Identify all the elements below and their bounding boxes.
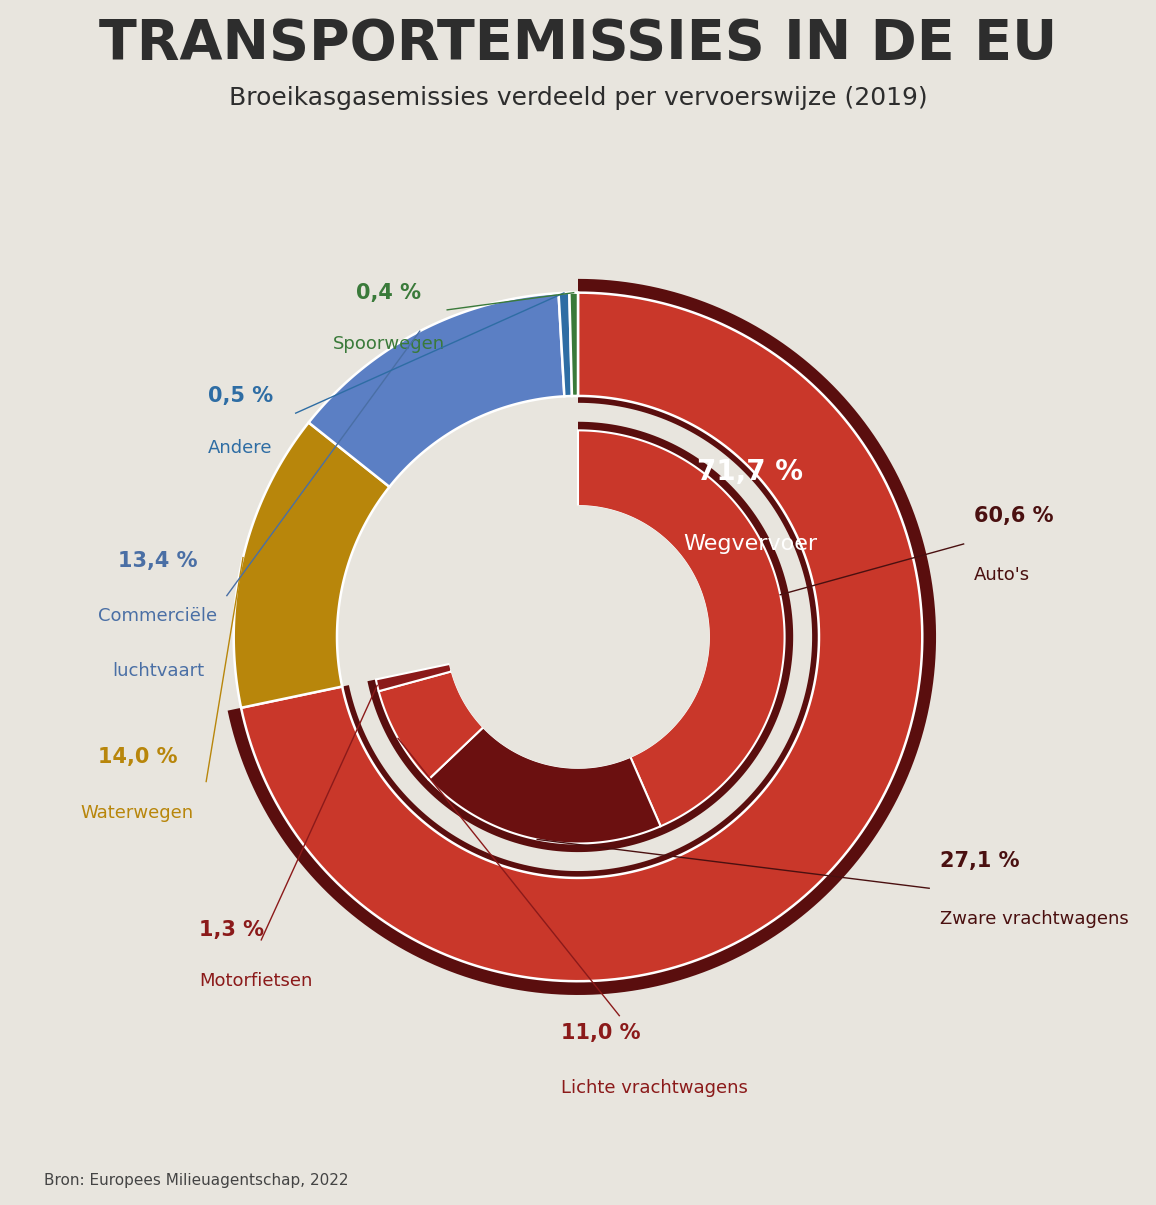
Text: Spoorwegen: Spoorwegen xyxy=(333,335,445,353)
Text: 27,1 %: 27,1 % xyxy=(940,851,1018,871)
Text: Bron: Europees Milieuagentschap, 2022: Bron: Europees Milieuagentschap, 2022 xyxy=(44,1172,349,1188)
Polygon shape xyxy=(368,422,793,852)
Circle shape xyxy=(447,506,709,768)
Polygon shape xyxy=(570,293,578,396)
Polygon shape xyxy=(429,727,660,844)
Text: Motorfietsen: Motorfietsen xyxy=(199,972,312,991)
Text: 13,4 %: 13,4 % xyxy=(118,551,198,571)
Polygon shape xyxy=(376,664,452,692)
Text: 60,6 %: 60,6 % xyxy=(973,506,1053,527)
Polygon shape xyxy=(309,293,564,487)
Text: Lichte vrachtwagens: Lichte vrachtwagens xyxy=(561,1078,748,1097)
Text: Zware vrachtwagens: Zware vrachtwagens xyxy=(940,910,1128,928)
Text: 0,5 %: 0,5 % xyxy=(208,386,273,406)
Text: Broeikasgasemissies verdeeld per vervoerswijze (2019): Broeikasgasemissies verdeeld per vervoer… xyxy=(229,86,927,110)
Text: 71,7 %: 71,7 % xyxy=(697,458,803,486)
Text: Wegvervoer: Wegvervoer xyxy=(683,534,817,554)
Text: TRANSPORTEMISSIES IN DE EU: TRANSPORTEMISSIES IN DE EU xyxy=(99,17,1057,71)
Text: Auto's: Auto's xyxy=(973,566,1030,584)
Text: 14,0 %: 14,0 % xyxy=(97,747,177,768)
Text: luchtvaart: luchtvaart xyxy=(112,663,203,681)
Text: Andere: Andere xyxy=(208,439,273,457)
Polygon shape xyxy=(578,430,785,827)
Polygon shape xyxy=(558,293,572,396)
Text: 1,3 %: 1,3 % xyxy=(199,919,265,940)
Text: Waterwegen: Waterwegen xyxy=(81,804,194,822)
Polygon shape xyxy=(379,671,483,780)
Text: Commerciële: Commerciële xyxy=(98,607,217,625)
Text: 0,4 %: 0,4 % xyxy=(356,283,421,302)
Polygon shape xyxy=(234,423,390,707)
Polygon shape xyxy=(242,293,922,981)
Text: 11,0 %: 11,0 % xyxy=(561,1023,640,1042)
Polygon shape xyxy=(228,278,936,995)
